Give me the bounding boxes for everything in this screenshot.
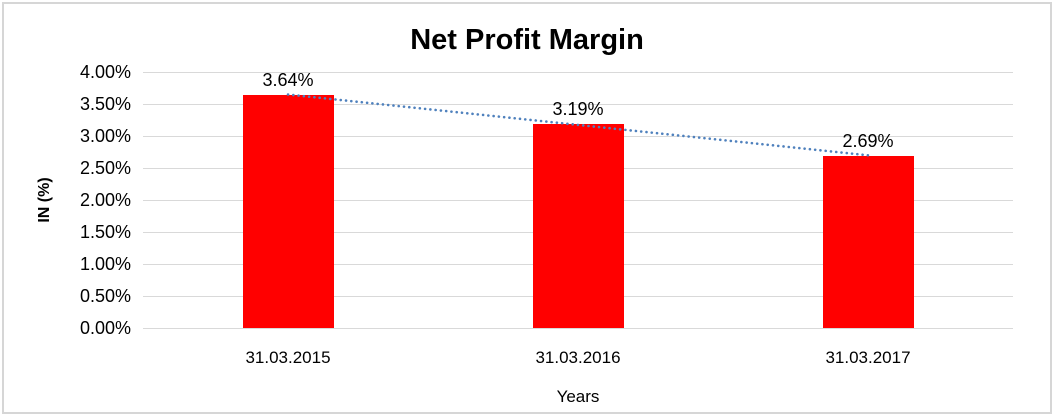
y-tick-label: 2.00%: [79, 190, 131, 210]
y-tick-label: 1.50%: [79, 222, 131, 242]
y-tick-label: 3.00%: [79, 126, 131, 146]
x-tick-label: 31.03.2015: [245, 348, 331, 367]
y-tick-label: 3.50%: [79, 94, 131, 114]
gridline: [143, 327, 1013, 329]
x-axis-title: Years: [556, 387, 600, 406]
gridline: [143, 71, 1013, 73]
trendline-path: [286, 93, 870, 157]
y-tick-label: 1.00%: [79, 254, 131, 274]
y-tick-label: 0.50%: [79, 286, 131, 306]
data-label: 2.69%: [842, 130, 894, 151]
data-label: 3.64%: [262, 70, 314, 91]
gridline: [143, 103, 1013, 105]
y-tick-label: 4.00%: [79, 62, 131, 82]
x-tick-label: 31.03.2017: [825, 348, 911, 367]
chart-title: Net Profit Margin: [410, 24, 644, 56]
y-tick-label: 2.50%: [79, 158, 131, 178]
bar-31.03.2017[interactable]: [822, 155, 914, 328]
data-label: 3.19%: [552, 98, 604, 119]
bar-31.03.2016[interactable]: [532, 123, 624, 328]
plot-area: 3.64% 3.19% 2.69%: [143, 70, 1013, 329]
trendline: [286, 93, 870, 157]
y-tick-label: 0.00%: [79, 318, 131, 338]
bar-31.03.2015[interactable]: [242, 95, 334, 328]
x-tick-label: 31.03.2016: [535, 348, 621, 367]
